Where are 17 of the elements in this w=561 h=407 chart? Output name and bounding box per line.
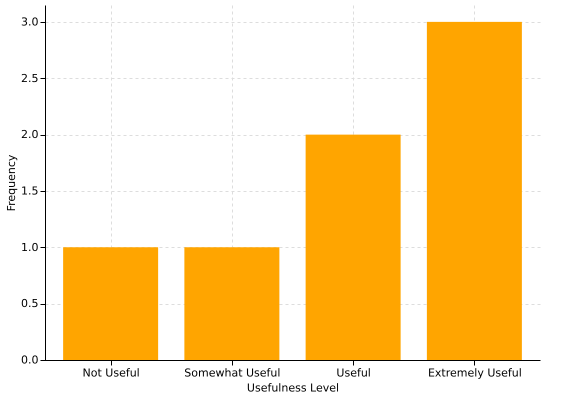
y-tick-label: 2.5 [21,72,38,85]
x-tick-label: Somewhat Useful [184,366,280,380]
y-tick-label: 0.0 [21,354,38,366]
bar [184,247,280,360]
y-tick-label: 1.0 [21,240,38,254]
y-tick-label: 1.5 [21,184,38,198]
x-tick-label: Useful [336,366,371,380]
y-axis-title: Frequency [5,154,18,212]
bar [306,134,401,360]
x-tick-label: Not Useful [82,366,140,380]
y-tick-label: 2.0 [21,128,38,142]
bar [426,22,522,360]
y-tick-label: 0.5 [21,297,38,310]
x-axis-title: Usefulness Level [246,382,340,394]
y-tick-label: 3.0 [21,15,38,28]
x-tick-label: Extremely Useful [428,366,522,380]
bar [63,247,158,360]
